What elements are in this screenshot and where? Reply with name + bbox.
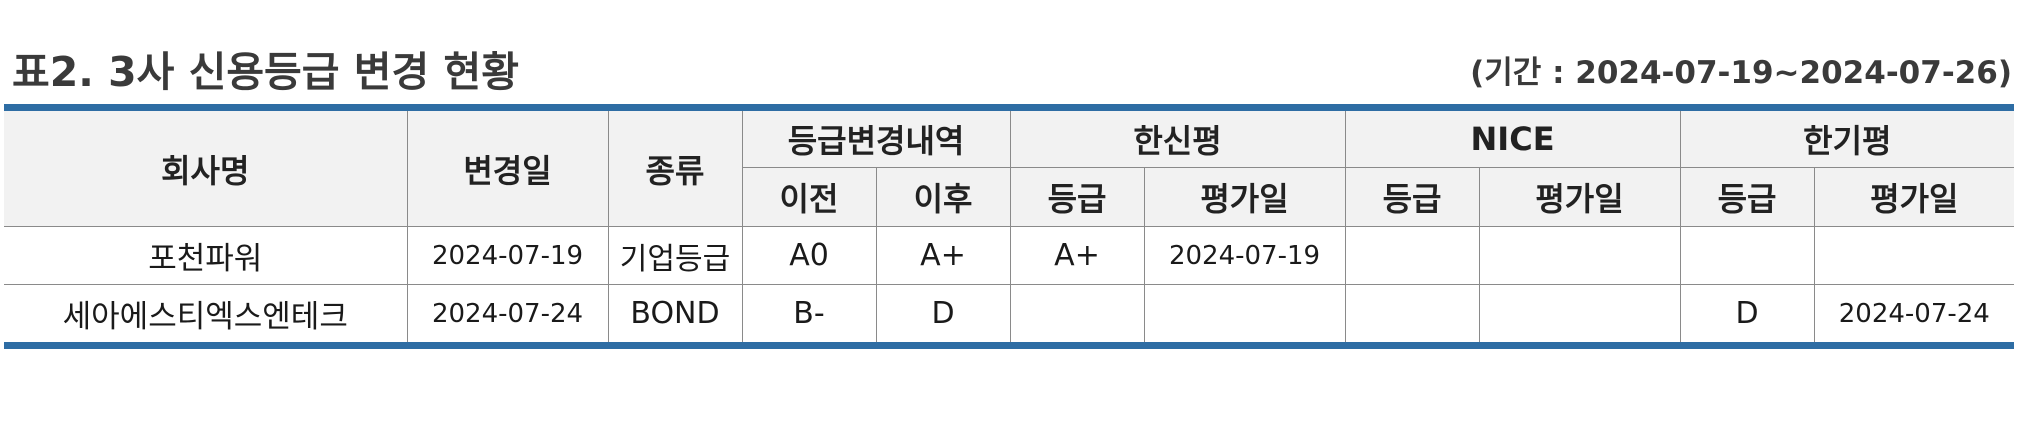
table-row: 포천파워 2024-07-19 기업등급 A0 A+ A+ 2024-07-19 bbox=[4, 226, 2015, 285]
cell-agency-2-eval-date bbox=[1478, 226, 1681, 285]
header-agency-2-grade: 등급 bbox=[1344, 167, 1480, 227]
title-row: 표2. 3사 신용등급 변경 현황 (기간 : 2024-07-19~2024-… bbox=[10, 42, 2012, 102]
header-row-top: 회사명 변경일 종류 등급변경내역 한신평 NICE 한기평 bbox=[4, 107, 2015, 227]
cell-type: BOND bbox=[607, 284, 743, 346]
cell-change-date: 2024-07-19 bbox=[406, 226, 609, 285]
cell-agency-3-eval-date bbox=[1813, 226, 2015, 285]
header-company: 회사명 bbox=[4, 107, 408, 227]
header-agency-3-eval-date: 평가일 bbox=[1813, 167, 2015, 227]
cell-agency-2-grade bbox=[1344, 284, 1480, 346]
header-type: 종류 bbox=[607, 107, 743, 227]
header-agency-2-eval-date: 평가일 bbox=[1478, 167, 1681, 227]
credit-rating-table: 회사명 변경일 종류 등급변경내역 한신평 NICE 한기평 이전 이후 등급 … bbox=[4, 104, 2015, 349]
cell-agency-2-grade bbox=[1344, 226, 1480, 285]
header-agency-1: 한신평 bbox=[1009, 107, 1346, 168]
page-title: 표2. 3사 신용등급 변경 현황 bbox=[12, 48, 519, 96]
header-agency-1-eval-date: 평가일 bbox=[1143, 167, 1346, 227]
header-agency-3: 한기평 bbox=[1679, 107, 2015, 168]
cell-agency-2-eval-date bbox=[1478, 284, 1681, 346]
cell-change-date: 2024-07-24 bbox=[406, 284, 609, 346]
header-change-detail: 등급변경내역 bbox=[741, 107, 1011, 168]
header-agency-1-grade: 등급 bbox=[1009, 167, 1145, 227]
header-agency-2: NICE bbox=[1344, 107, 1681, 168]
header-after: 이후 bbox=[875, 167, 1011, 227]
header-agency-3-grade: 등급 bbox=[1679, 167, 1815, 227]
cell-agency-3-grade: D bbox=[1679, 284, 1815, 346]
period-label: (기간 : 2024-07-19~2024-07-26) bbox=[1470, 55, 2012, 91]
header-change-date: 변경일 bbox=[406, 107, 609, 227]
cell-agency-1-grade bbox=[1009, 284, 1145, 346]
cell-before: B- bbox=[741, 284, 877, 346]
cell-type: 기업등급 bbox=[607, 226, 743, 285]
header-before: 이전 bbox=[742, 167, 877, 227]
cell-after: D bbox=[875, 284, 1011, 346]
cell-agency-3-eval-date: 2024-07-24 bbox=[1813, 284, 2015, 346]
cell-agency-1-eval-date bbox=[1143, 284, 1346, 346]
cell-agency-3-grade bbox=[1679, 226, 1815, 285]
cell-agency-1-grade: A+ bbox=[1009, 226, 1145, 285]
table-row: 세아에스티엑스엔테크 2024-07-24 BOND B- D D 2024-0… bbox=[4, 284, 2015, 346]
cell-agency-1-eval-date: 2024-07-19 bbox=[1143, 226, 1346, 285]
cell-company: 세아에스티엑스엔테크 bbox=[4, 284, 408, 346]
cell-company: 포천파워 bbox=[4, 226, 408, 285]
cell-before: A0 bbox=[741, 226, 877, 285]
header-row-sub: 이전 이후 등급 평가일 등급 평가일 등급 평가일 bbox=[4, 167, 2015, 227]
cell-after: A+ bbox=[875, 226, 1011, 285]
